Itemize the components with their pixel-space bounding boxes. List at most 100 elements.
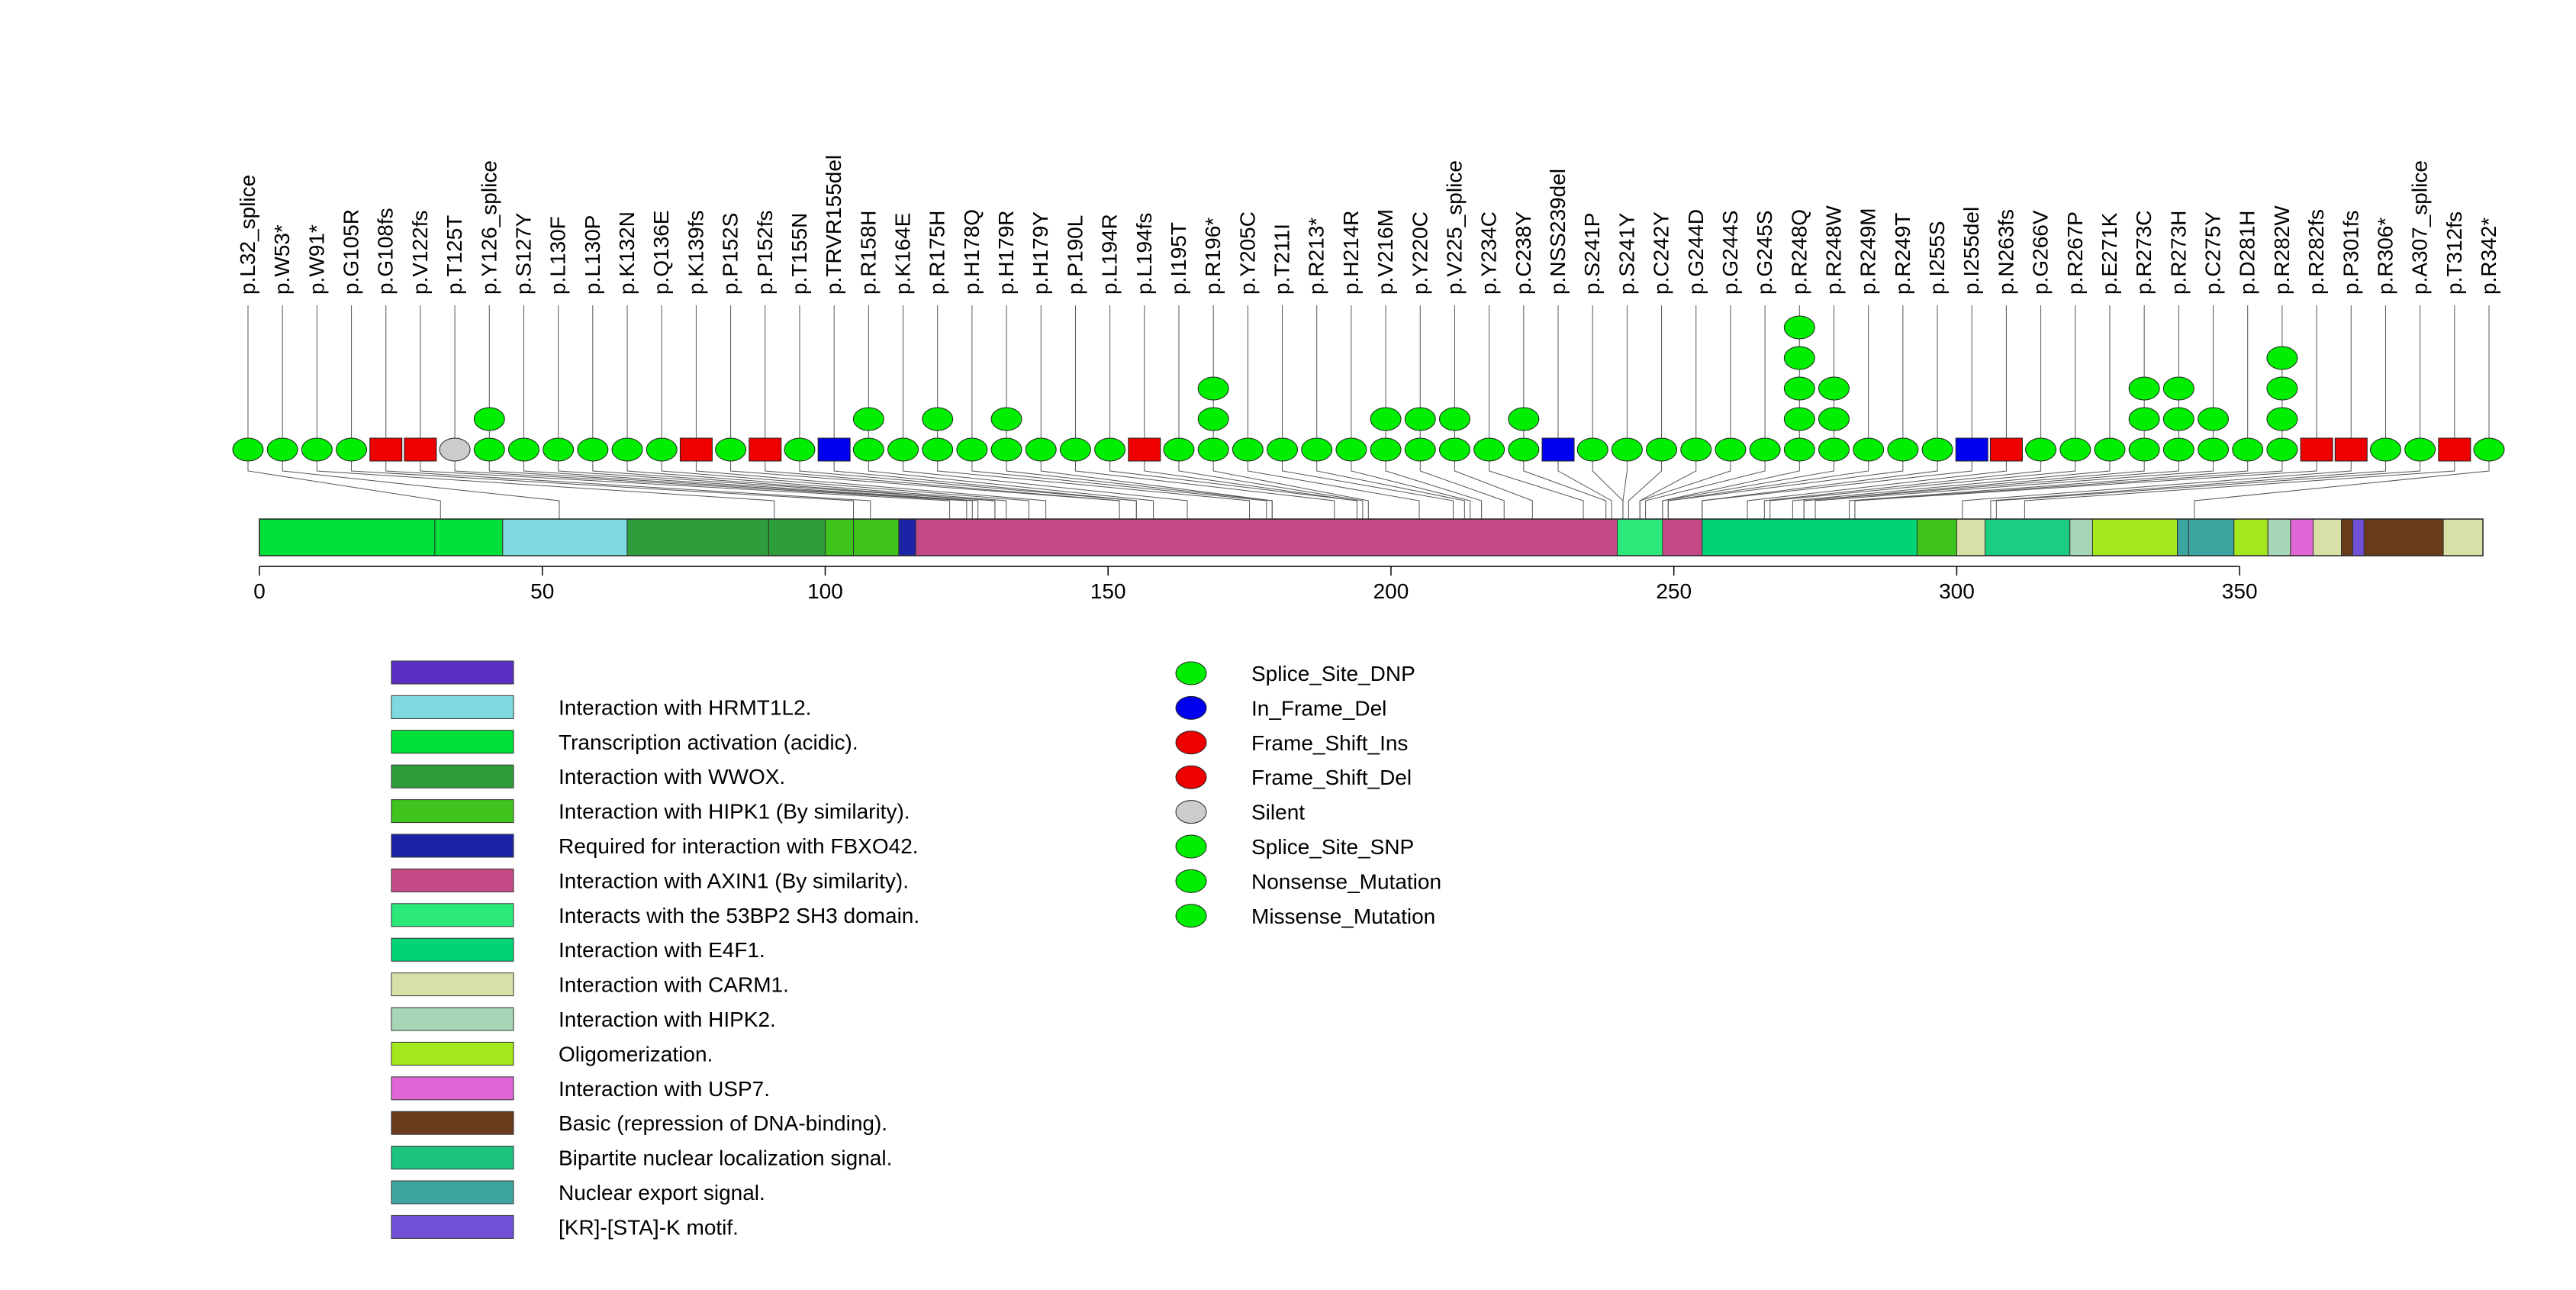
domain-segment-4 [768, 518, 826, 556]
domain-segment-8 [915, 518, 1618, 556]
connector-p-s241p [1592, 461, 1624, 519]
mutation-label-p-k139fs: p.K139fs [684, 210, 707, 295]
marker-p-w91 [301, 437, 333, 462]
mutation-label-p-s241p: p.S241P [1580, 213, 1604, 295]
domain-segment-12 [1917, 518, 1957, 556]
mutation-label-p-r273c: p.R273C [2132, 210, 2156, 295]
connector-p-k132n [626, 461, 1007, 519]
marker-p-r249t [1887, 437, 1919, 462]
domain-segment-22 [2313, 518, 2343, 556]
domain-legend-swatch-13 [391, 1111, 514, 1135]
domain-segment-10 [1662, 518, 1703, 556]
domain-legend-label-4: Interaction with HIPK1 (By similarity). [559, 800, 910, 824]
marker-p-l130p [577, 437, 609, 462]
mutation-label-p-r248q: p.R248Q [1787, 209, 1811, 295]
marker-p-l32-splice [232, 437, 264, 462]
marker-p-t155n [784, 437, 816, 462]
mutation-labels: p.L32_splice p.W53* p.W91* p.G105R p.G108fs p… [236, 155, 2500, 295]
marker-p-c275y [2198, 437, 2230, 462]
marker-p-r196 [1197, 437, 1229, 462]
domain-legend-label-3: Interaction with WWOX. [559, 765, 785, 789]
domain-legend-label-8: Interaction with E4F1. [559, 938, 765, 962]
connector-p-r175h [937, 461, 1251, 519]
marker-p-g105r [336, 437, 368, 462]
mutation-label-p-g105r: p.G105R [340, 209, 363, 295]
domain-segment-15 [2069, 518, 2093, 556]
marker-p-r175h [922, 437, 954, 462]
marker-p-r306 [2369, 437, 2401, 462]
mutation-label-p-r213: p.R213* [1305, 218, 1328, 295]
connector-p-a307-splice [1995, 461, 2421, 519]
marker-p-y126-splice [473, 437, 505, 462]
marker-p-a307-splice [2404, 437, 2436, 462]
mutation-label-p-r273h: p.R273H [2166, 210, 2190, 295]
marker-p-i255s [1921, 437, 1953, 462]
mutation-legend-marker-missense-mutation [1175, 904, 1207, 928]
connector-p-c242y [1628, 461, 1663, 519]
mutation-label-p-c242y: p.C242Y [1650, 211, 1673, 295]
domain-legend-swatch-11 [391, 1041, 514, 1066]
connector-p-nss239del [1557, 461, 1612, 519]
marker-p-r248w [1818, 437, 1850, 462]
mutation-label-p-l194r: p.L194R [1098, 214, 1122, 295]
marker-p-i255del [1955, 437, 1988, 462]
mutation-label-p-r249m: p.R249M [1856, 208, 1880, 295]
domain-segment-21 [2290, 518, 2314, 556]
domain-legend-swatch-1 [391, 695, 514, 719]
mutation-label-p-e271k: p.E271K [2098, 212, 2121, 295]
domain-segment-26 [2442, 518, 2484, 556]
connector-p-g105r [351, 461, 855, 519]
connector-p-y205c [1247, 461, 1420, 519]
domain-legend-swatch-2 [391, 730, 514, 754]
marker-p-n263fs [1989, 437, 2023, 462]
mutation-legend-marker-frame-shift-ins [1175, 730, 1207, 755]
mutation-legend-marker-nonsense-mutation [1175, 869, 1207, 893]
domain-legend-label-2: Transcription activation (acidic). [559, 730, 858, 754]
marker-p-c275y [2198, 407, 2230, 431]
domain-segment-14 [1985, 518, 2071, 556]
marker-p-r248q [1783, 346, 1815, 370]
marker-p-y220c [1404, 437, 1436, 462]
marker-p-r196 [1197, 376, 1229, 401]
mutation-label-p-y220c: p.Y220C [1408, 211, 1431, 295]
mutation-label-p-s127y: p.S127Y [511, 212, 535, 295]
marker-p-r248q [1783, 315, 1815, 340]
marker-p-r273c [2128, 407, 2160, 431]
connector-p-v216m [1385, 461, 1483, 519]
marker-p-s241y [1611, 437, 1643, 462]
mutation-label-p-r306: p.R306* [2373, 218, 2397, 295]
marker-p-y234c [1473, 437, 1505, 462]
connector-p-h178q [971, 461, 1267, 519]
mutation-label-p-g245s: p.G245S [1753, 210, 1776, 295]
mutation-label-p-l130p: p.L130P [581, 215, 604, 295]
domain-legend-label-11: Oligomerization. [559, 1042, 713, 1066]
domain-legend-label-6: Interaction with AXIN1 (By similarity). [559, 869, 909, 892]
marker-p-c238y [1508, 407, 1540, 431]
domain-legend-swatch-12 [391, 1076, 514, 1101]
domain-legend-label-15: Nuclear export signal. [559, 1181, 765, 1205]
domain-segment-5 [824, 518, 855, 556]
marker-p-d281h [2232, 437, 2264, 462]
connector-p-p152fs [765, 461, 1120, 519]
connector-p-g244s [1639, 461, 1731, 519]
domain-legend-swatch-8 [391, 937, 514, 962]
mutation-label-p-r248w: p.R248W [1821, 205, 1845, 295]
domain-segment-3 [626, 518, 769, 556]
marker-p-r248q [1783, 437, 1815, 462]
marker-p-p152s [715, 437, 747, 462]
marker-p-k139fs [679, 437, 713, 462]
x-tick-label-150: 150 [1090, 579, 1126, 603]
domain-legend-swatch-5 [391, 834, 514, 858]
mutation-label-p-v216m: p.V216M [1373, 209, 1397, 295]
x-tick-label-250: 250 [1656, 579, 1692, 603]
marker-p-t211i [1267, 437, 1299, 462]
marker-p-w53 [266, 437, 298, 462]
mutation-label-p-q136e: p.Q136E [649, 210, 673, 295]
marker-p-l194fs [1128, 437, 1161, 462]
connector-p-h179y [1040, 461, 1273, 519]
mutation-label-p-k164e: p.K164E [891, 213, 915, 295]
marker-p-h179r [990, 437, 1022, 462]
marker-p-v225-splice [1438, 437, 1470, 462]
x-tick-label-50: 50 [530, 579, 554, 603]
mutation-label-p-w53: p.W53* [270, 224, 294, 295]
